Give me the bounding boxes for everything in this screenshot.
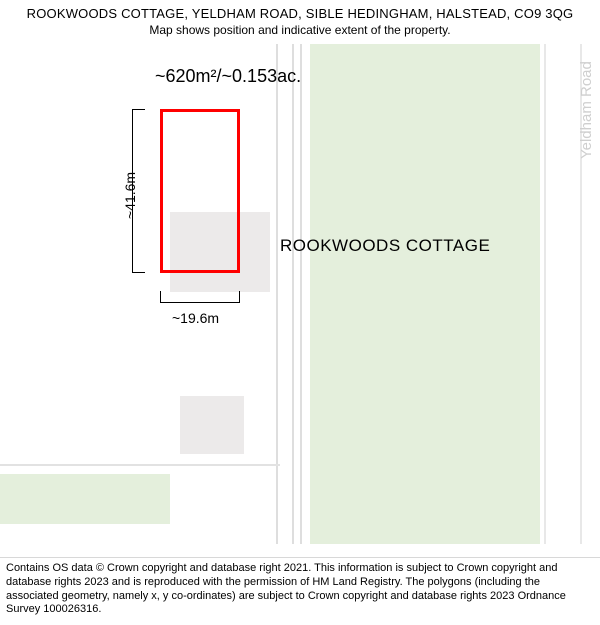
green-area-right [310,44,540,544]
road-line-2 [292,44,294,544]
property-name-label: ROOKWOODS COTTAGE [280,236,490,256]
copyright-footer: Contains OS data © Crown copyright and d… [0,557,600,625]
page-title: ROOKWOODS COTTAGE, YELDHAM ROAD, SIBLE H… [10,6,590,21]
road-name-label: Yeldham Road [578,61,595,159]
area-label: ~620m²/~0.153ac. [155,66,301,87]
header: ROOKWOODS COTTAGE, YELDHAM ROAD, SIBLE H… [0,0,600,37]
road-line-1 [276,44,278,544]
green-area-bottom-left [0,474,170,524]
page-subtitle: Map shows position and indicative extent… [10,23,590,37]
dimension-label-horizontal: ~19.6m [172,310,219,326]
road-line-3 [300,44,302,544]
dimension-bracket-horizontal [160,302,240,303]
road-line-4 [544,44,546,544]
map-canvas: ~620m²/~0.153ac. ROOKWOODS COTTAGE ~41.6… [0,44,600,544]
dimension-label-vertical: ~41.6m [122,172,138,219]
parcel-line [0,464,280,466]
property-boundary [160,109,240,273]
building-footprint-secondary [180,396,244,454]
